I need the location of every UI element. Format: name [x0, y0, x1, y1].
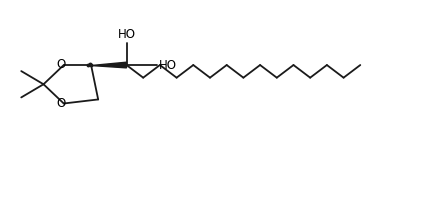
Text: HO: HO — [117, 28, 136, 41]
Text: O: O — [56, 58, 65, 71]
Text: O: O — [56, 97, 65, 111]
Polygon shape — [91, 62, 126, 68]
Text: HO: HO — [159, 59, 177, 71]
